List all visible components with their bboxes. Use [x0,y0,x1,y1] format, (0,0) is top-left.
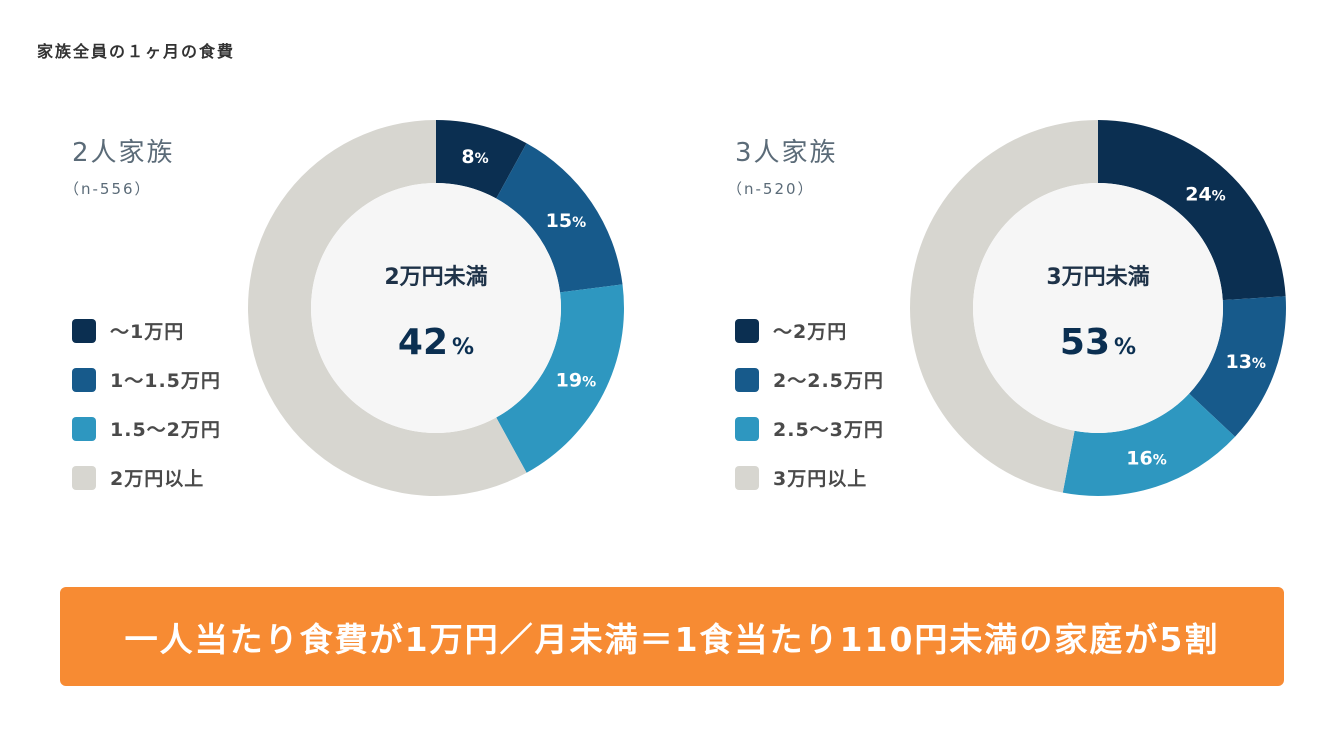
chart-1-sample-size: （n-556） [64,180,152,198]
legend-label: 2.5～3万円 [773,419,884,441]
donut-center [311,183,561,433]
legend-swatch-dark-navy [735,318,759,343]
legend-item: ～1万円 [72,306,221,355]
donut-svg: 24% 13% 16% 3万円未満 53% [910,120,1286,496]
legend-item: 1～1.5万円 [72,355,221,404]
legend-item: 2～2.5万円 [735,355,884,404]
center-value: 42% [398,322,474,363]
legend-label: 3万円以上 [773,468,868,490]
legend-label: 1.5～2万円 [110,419,221,441]
legend-item: 3万円以上 [735,453,884,502]
slice-value-label: 16% [1126,447,1166,469]
donut-slice [1098,120,1286,301]
chart-2-legend: ～2万円 2～2.5万円 2.5～3万円 3万円以上 [735,306,884,502]
slice-value-label: 13% [1225,351,1265,373]
donut-slice [1062,393,1236,496]
legend-swatch-blue [72,416,96,441]
donut-slice [910,120,1098,493]
legend-label: 1～1.5万円 [110,370,221,392]
legend-label: 2～2.5万円 [773,370,884,392]
page-title: 家族全員の１ヶ月の食費 [37,42,236,61]
legend-swatch-gray [72,465,96,490]
chart-1-legend: ～1万円 1～1.5万円 1.5～2万円 2万円以上 [72,306,221,502]
summary-banner: 一人当たり食費が1万円／月未満＝1食当たり110円未満の家庭が5割 [60,587,1284,686]
slice-value-label: 24% [1185,184,1225,206]
donut-svg: 8% 15% 19% 2万円未満 42% [248,120,624,496]
chart-2-donut: 24% 13% 16% 3万円未満 53% [908,118,1288,498]
center-value: 53% [1060,322,1136,363]
chart-1-donut: 8% 15% 19% 2万円未満 42% [246,118,626,498]
donut-center [973,183,1223,433]
legend-item: 2.5～3万円 [735,404,884,453]
donut-slice [1189,296,1286,437]
donut-slice [248,120,527,496]
donut-slice [496,284,624,473]
legend-item: 2万円以上 [72,453,221,502]
legend-swatch-navy [735,367,759,392]
chart-2-sample-size: （n-520） [727,180,815,198]
summary-banner-text: 一人当たり食費が1万円／月未満＝1食当たり110円未満の家庭が5割 [124,619,1220,659]
legend-swatch-gray [735,465,759,490]
legend-label: ～2万円 [773,321,848,343]
slice-value-label: 15% [546,210,586,232]
legend-item: ～2万円 [735,306,884,355]
slice-value-label: 8% [461,146,488,168]
legend-swatch-blue [735,416,759,441]
slice-value-label: 19% [556,369,596,391]
legend-item: 1.5～2万円 [72,404,221,453]
legend-label: ～1万円 [110,321,185,343]
legend-swatch-dark-navy [72,318,96,343]
legend-swatch-navy [72,367,96,392]
donut-slice [436,120,527,199]
donut-slice [496,143,623,293]
legend-label: 2万円以上 [110,468,205,490]
chart-1-title: 2人家族 [72,138,175,168]
chart-2-title: 3人家族 [735,138,838,168]
center-label: 2万円未満 [384,264,487,290]
center-label: 3万円未満 [1046,264,1149,290]
